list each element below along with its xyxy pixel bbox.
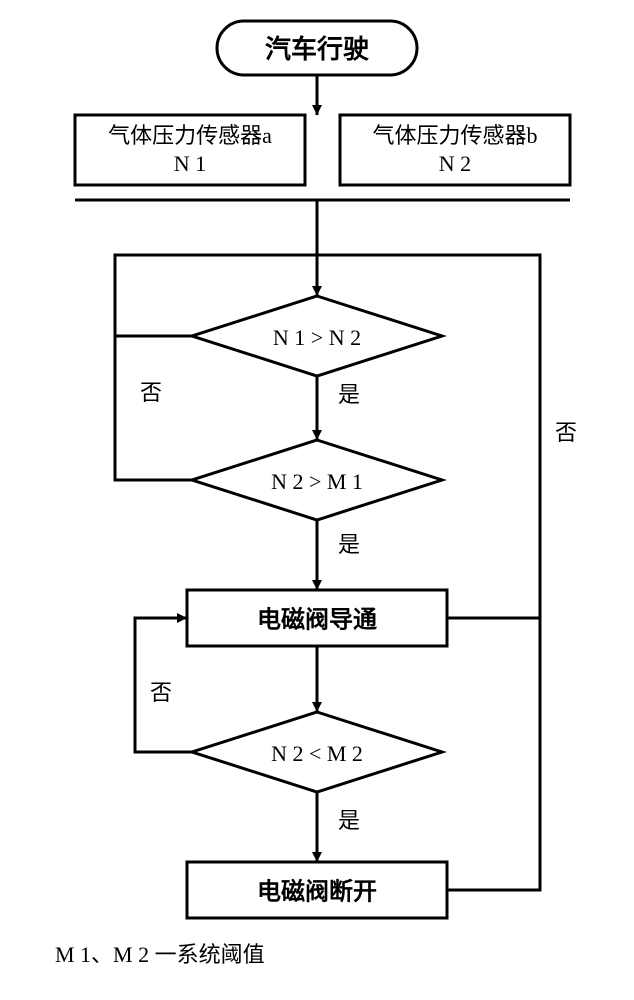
- dec2-yes-label: 是: [338, 532, 360, 557]
- edge-right-loop: [317, 255, 540, 618]
- dec3-yes-label: 是: [338, 808, 360, 833]
- legend-text: M 1、M 2 一系统阈值: [55, 942, 265, 967]
- dec3-label: N 2 < M 2: [271, 741, 363, 766]
- node-dec2: N 2 > M 1: [192, 440, 442, 520]
- valve-off-label: 电磁阀断开: [257, 878, 377, 906]
- edge-valveoff-loop: [447, 618, 540, 890]
- sensor-b-line1: 气体压力传感器b: [372, 123, 537, 148]
- dec1-no-label: 否: [140, 380, 162, 405]
- dec3-no-label: 否: [150, 680, 172, 705]
- node-start: 汽车行驶: [217, 21, 417, 75]
- node-dec1: N 1 > N 2: [192, 296, 442, 376]
- edge-dec1-no: [115, 255, 317, 336]
- start-label: 汽车行驶: [265, 34, 369, 64]
- node-sensor-b: 气体压力传感器b N 2: [340, 115, 570, 185]
- node-sensor-a: 气体压力传感器a N 1: [75, 115, 305, 185]
- dec2-label: N 2 > M 1: [271, 469, 363, 494]
- edge-dec2-no: [115, 336, 192, 480]
- right-loop-no-label: 否: [555, 420, 577, 445]
- flowchart-canvas: 汽车行驶 气体压力传感器a N 1 气体压力传感器b N 2 N 1 > N 2…: [0, 0, 634, 1000]
- dec1-label: N 1 > N 2: [273, 325, 361, 350]
- sensor-b-line2: N 2: [439, 151, 471, 176]
- dec1-yes-label: 是: [338, 382, 360, 407]
- sensor-a-line2: N 1: [174, 151, 206, 176]
- sensor-a-line1: 气体压力传感器a: [108, 123, 272, 148]
- valve-on-label: 电磁阀导通: [257, 606, 377, 634]
- node-valve-off: 电磁阀断开: [187, 862, 447, 918]
- node-valve-on: 电磁阀导通: [187, 590, 447, 646]
- node-dec3: N 2 < M 2: [192, 712, 442, 792]
